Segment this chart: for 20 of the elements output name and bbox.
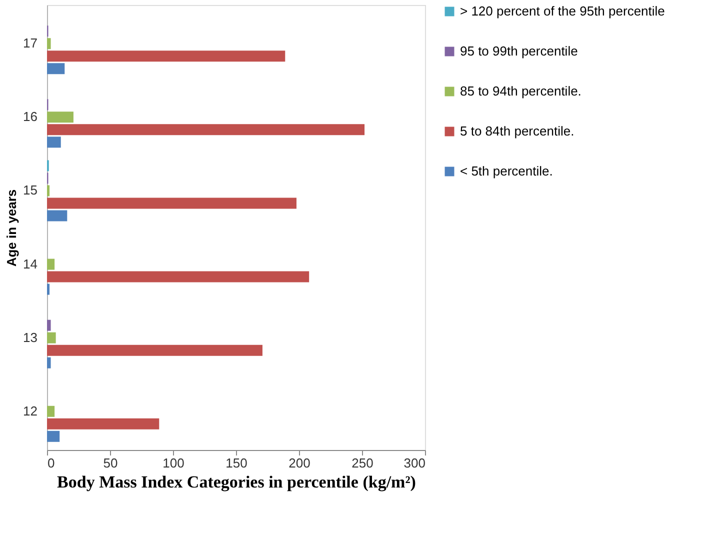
y-tick-label: 13 (23, 330, 38, 345)
x-tick-label: 100 (162, 456, 184, 470)
legend-label: 85 to 94th percentile. (460, 84, 582, 98)
x-tick-label: 250 (352, 456, 374, 470)
y-tick-label: 15 (23, 182, 38, 198)
x-axis-title: Body Mass Index Categories in percentile (kg/m²) (57, 472, 416, 492)
y-tick-label: 17 (23, 36, 38, 51)
y-tick-label: 12 (23, 403, 38, 418)
y-tick-label: 14 (23, 256, 38, 272)
x-tick-label: 0 (48, 456, 55, 470)
legend-label: < 5th percentile. (460, 164, 553, 178)
legend-label: 5 to 84th percentile. (460, 124, 574, 138)
x-tick-label: 200 (288, 456, 310, 470)
legend-label: > 120 percent of the 95th percentile (460, 4, 665, 18)
x-tick-label: 300 (404, 456, 426, 470)
x-tick-label: 150 (226, 456, 248, 470)
y-axis-title: Age in years (4, 189, 20, 267)
legend-label: 95 to 99th percentile (460, 44, 578, 58)
x-tick-label: 50 (103, 456, 118, 470)
y-tick-label: 16 (23, 109, 38, 124)
